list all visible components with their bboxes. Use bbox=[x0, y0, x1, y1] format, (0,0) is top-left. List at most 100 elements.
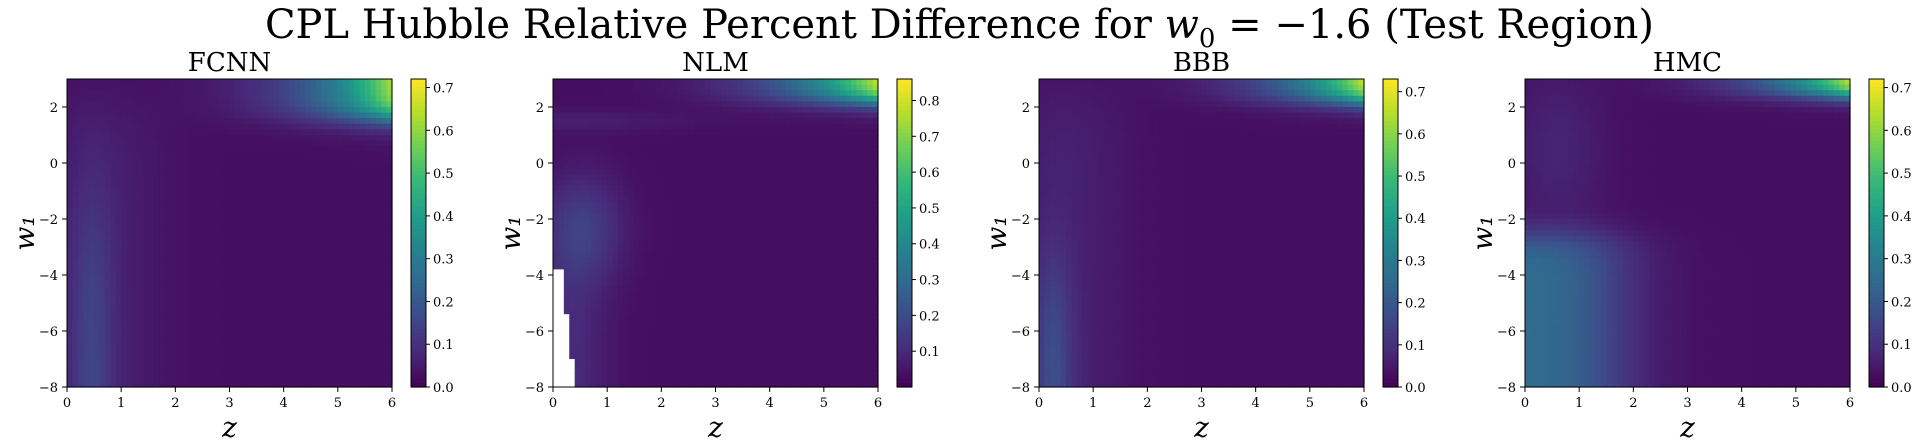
heatmap-cell bbox=[278, 241, 285, 248]
heatmap-cell bbox=[612, 84, 619, 91]
heatmap-cell bbox=[628, 135, 635, 142]
heatmap-cell bbox=[67, 353, 74, 360]
heatmap-cell bbox=[229, 269, 236, 276]
heatmap-cell bbox=[748, 135, 755, 142]
heatmap-cell bbox=[72, 235, 79, 242]
heatmap-cell bbox=[715, 151, 722, 158]
heatmap-cell bbox=[612, 95, 619, 102]
heatmap-cell bbox=[634, 185, 641, 192]
heatmap-cell bbox=[94, 359, 101, 366]
heatmap-cell bbox=[197, 331, 204, 338]
heatmap-cell bbox=[343, 224, 350, 231]
heatmap-cell bbox=[94, 107, 101, 114]
heatmap-cell bbox=[229, 163, 236, 170]
heatmap-cell bbox=[213, 213, 220, 220]
heatmap-cell bbox=[813, 191, 820, 198]
heatmap-cell bbox=[321, 364, 328, 371]
heatmap-cell bbox=[126, 325, 133, 332]
heatmap-cell bbox=[218, 151, 225, 158]
heatmap-cell bbox=[137, 275, 144, 282]
heatmap-cell bbox=[364, 213, 371, 220]
heatmap-cell bbox=[142, 135, 149, 142]
heatmap-cell bbox=[321, 90, 328, 97]
heatmap-cell bbox=[299, 347, 306, 354]
heatmap-cell bbox=[267, 375, 274, 382]
heatmap-cell bbox=[845, 140, 852, 147]
heatmap-cell bbox=[229, 123, 236, 130]
heatmap-cell bbox=[88, 168, 95, 175]
heatmap-cell bbox=[115, 135, 122, 142]
heatmap-cell bbox=[710, 196, 717, 203]
heatmap-cell bbox=[840, 129, 847, 136]
heatmap-cell bbox=[251, 275, 258, 282]
heatmap-cell bbox=[229, 196, 236, 203]
heatmap-cell bbox=[137, 107, 144, 114]
heatmap-cell bbox=[699, 213, 706, 220]
heatmap-cell bbox=[229, 118, 236, 125]
heatmap-cell bbox=[305, 207, 312, 214]
heatmap-cell bbox=[364, 269, 371, 276]
heatmap-cell bbox=[159, 275, 166, 282]
heatmap-cell bbox=[88, 359, 95, 366]
heatmap-cell bbox=[316, 319, 323, 326]
heatmap-cell bbox=[861, 123, 868, 130]
heatmap-cell bbox=[310, 84, 317, 91]
heatmap-cell bbox=[337, 314, 344, 321]
heatmap-cell bbox=[574, 174, 581, 181]
heatmap-cell bbox=[159, 241, 166, 248]
heatmap-cell bbox=[110, 336, 117, 343]
heatmap-cell bbox=[115, 179, 122, 186]
heatmap-cell bbox=[720, 174, 727, 181]
heatmap-cell bbox=[558, 157, 565, 164]
heatmap-cell bbox=[364, 308, 371, 315]
heatmap-cell bbox=[294, 129, 301, 136]
heatmap-cell bbox=[251, 381, 258, 388]
heatmap-cell bbox=[262, 79, 269, 86]
heatmap-cell bbox=[126, 84, 133, 91]
heatmap-cell bbox=[337, 101, 344, 108]
heatmap-cell bbox=[245, 235, 252, 242]
heatmap-cell bbox=[856, 112, 863, 119]
heatmap-cell bbox=[67, 213, 74, 220]
heatmap-cell bbox=[67, 297, 74, 304]
heatmap-cell bbox=[327, 319, 334, 326]
heatmap-cell bbox=[337, 258, 344, 265]
heatmap-cell bbox=[688, 213, 695, 220]
heatmap-cell bbox=[115, 381, 122, 388]
heatmap-cell bbox=[229, 213, 236, 220]
heatmap-cell bbox=[856, 146, 863, 153]
heatmap-cell bbox=[132, 146, 139, 153]
heatmap-cell bbox=[558, 168, 565, 175]
heatmap-cell bbox=[197, 95, 204, 102]
heatmap-cell bbox=[327, 263, 334, 270]
heatmap-cell bbox=[343, 101, 350, 108]
heatmap-cell bbox=[386, 291, 393, 298]
heatmap-cell bbox=[126, 247, 133, 254]
heatmap-cell bbox=[164, 336, 171, 343]
heatmap-cell bbox=[834, 129, 841, 136]
heatmap-cell bbox=[299, 308, 306, 315]
heatmap-cell bbox=[672, 157, 679, 164]
heatmap-cell bbox=[294, 202, 301, 209]
heatmap-cell bbox=[375, 275, 382, 282]
heatmap-cell bbox=[186, 219, 193, 226]
heatmap-cell bbox=[601, 151, 608, 158]
heatmap-cell bbox=[321, 224, 328, 231]
heatmap-cell bbox=[289, 79, 296, 86]
heatmap-cell bbox=[354, 280, 361, 287]
heatmap-cell bbox=[623, 168, 630, 175]
heatmap-cell bbox=[121, 84, 128, 91]
heatmap-cell bbox=[672, 101, 679, 108]
heatmap-cell bbox=[121, 364, 128, 371]
heatmap-cell bbox=[650, 185, 657, 192]
heatmap-cell bbox=[142, 370, 149, 377]
heatmap-cell bbox=[153, 336, 160, 343]
colorbar-segment bbox=[411, 125, 426, 130]
heatmap-cell bbox=[845, 179, 852, 186]
heatmap-cell bbox=[558, 107, 565, 114]
heatmap-cell bbox=[316, 347, 323, 354]
heatmap-cell bbox=[321, 286, 328, 293]
heatmap-cell bbox=[283, 202, 290, 209]
heatmap-cell bbox=[813, 202, 820, 209]
heatmap-cell bbox=[569, 224, 576, 231]
